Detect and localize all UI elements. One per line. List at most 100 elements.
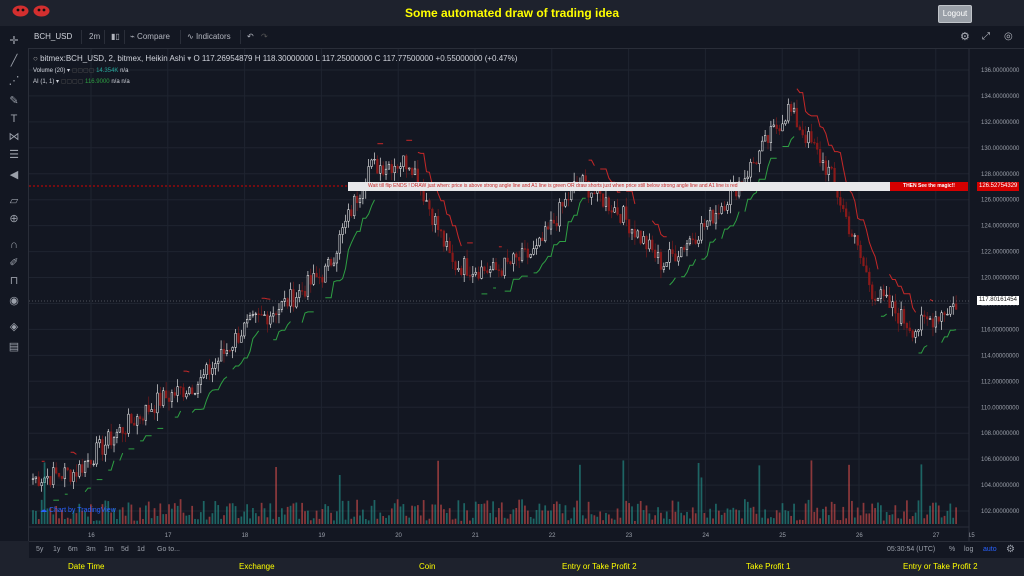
legend-symbol[interactable]: bitmex:BCH_USD, 2, bitmex, Heikin Ashi [40, 54, 185, 63]
interval-selector[interactable]: 2m [89, 32, 101, 41]
crosshair-icon[interactable]: ✛ [9, 35, 19, 47]
candle-body [280, 301, 283, 310]
volume-bar [385, 517, 387, 524]
candle-body [107, 431, 110, 446]
percent-toggle[interactable]: % [949, 546, 956, 553]
volume-bar [448, 508, 451, 524]
candle-body [654, 249, 657, 259]
candle-body [882, 289, 885, 297]
log-toggle[interactable]: log [964, 546, 974, 553]
volume-bar [911, 516, 914, 524]
utc-clock[interactable]: 05:30:54 (UTC) [887, 546, 936, 553]
volume-bar [741, 518, 743, 524]
candle-body [451, 252, 454, 262]
range-5d[interactable]: 5d [121, 546, 129, 553]
candle-body [248, 314, 252, 320]
redo-icon[interactable]: ↷ [261, 32, 268, 41]
candle-body [593, 192, 596, 195]
fullscreen-icon[interactable]: ⤢ [982, 31, 990, 42]
range-1m[interactable]: 1m [104, 546, 114, 553]
range-1y[interactable]: 1y [53, 546, 61, 553]
compare-button[interactable]: ⌁ Compare [130, 26, 170, 48]
main-series-legend: ○ bitmex:BCH_USD, 2, bitmex, Heikin Ashi… [33, 54, 517, 63]
candle-body [95, 442, 98, 465]
footer-coin: Coin [419, 562, 436, 571]
chart-type-icon[interactable]: ▮▯ [111, 32, 120, 41]
range-1d[interactable]: 1d [137, 546, 145, 553]
range-6m[interactable]: 6m [68, 546, 78, 553]
candle-body [471, 273, 474, 277]
range-5y[interactable]: 5y [36, 546, 44, 553]
legend-buttons-icon[interactable]: ▢▢▢▢ [60, 79, 86, 85]
volume-bar [625, 500, 628, 524]
candle-body [173, 392, 176, 396]
fib-icon[interactable]: ⋰ [8, 75, 20, 87]
eye-icon[interactable]: ◉ [9, 295, 19, 307]
magnet-icon[interactable]: ∩ [10, 239, 18, 251]
volume-bar [289, 505, 292, 524]
volume-bar [853, 517, 856, 524]
volume-bar [269, 503, 272, 524]
volume-bar [605, 512, 607, 524]
price-chart[interactable]: 136.00000000 134.00000000 132.00000000 130.… [29, 49, 1024, 541]
candle-body [520, 248, 524, 261]
volume-bar [298, 518, 301, 524]
volume-bar [639, 500, 642, 524]
candle-body [358, 198, 362, 204]
zoom-in-icon[interactable]: ⊕ [9, 213, 19, 225]
auto-toggle[interactable]: auto [983, 546, 997, 553]
camera-icon[interactable]: ◎ [1004, 31, 1013, 42]
volume-bar [761, 517, 764, 524]
volume-bar [547, 510, 549, 524]
volume-bar [926, 514, 929, 524]
volume-bar [726, 508, 729, 524]
volume-bar [107, 501, 110, 524]
range-3m[interactable]: 3m [86, 546, 96, 553]
candle-body [656, 252, 660, 259]
volume-bar [590, 514, 593, 524]
back-arrow-icon[interactable]: ◀ [9, 169, 19, 181]
candle-body [219, 348, 223, 362]
ai-legend-label[interactable]: AI (1, 1) [33, 79, 55, 85]
time-axis-label: 25 [779, 533, 786, 539]
volume-legend-label[interactable]: Volume (20) [33, 68, 66, 74]
volume-bar [263, 508, 266, 524]
ruler-icon[interactable]: ▱ [9, 195, 19, 207]
candle-body [463, 258, 466, 275]
legend-dropdown-icon[interactable]: ▾ [185, 54, 194, 63]
lock-icon[interactable]: ⊓ [9, 275, 19, 287]
pattern-icon[interactable]: ⋈ [8, 131, 20, 143]
volume-bar [770, 517, 772, 524]
lock-drawing-icon[interactable]: ✐ [9, 257, 19, 269]
symbol-search[interactable]: BCH_USD [34, 32, 73, 41]
settings-gear-icon[interactable]: ⚙ [1006, 544, 1015, 555]
idea-banner[interactable]: Wait till flip ENDS ! DRAW just when: pr… [348, 182, 890, 191]
brush-icon[interactable]: ✎ [9, 95, 19, 107]
candle-body [879, 289, 882, 299]
candle-body [34, 476, 38, 480]
text-icon[interactable]: T [10, 113, 18, 125]
legend-buttons-icon[interactable]: ▢▢▢▢ [71, 68, 97, 74]
candle-body [665, 261, 668, 267]
prediction-icon[interactable]: ☰ [9, 149, 19, 161]
volume-bar [917, 500, 920, 524]
goto-button[interactable]: Go to... [157, 546, 180, 553]
indicators-button[interactable]: ∿ Indicators [187, 26, 231, 48]
magic-label[interactable]: THEN See the magic!! [890, 182, 968, 191]
trash-icon[interactable]: ▤ [8, 341, 20, 353]
candle-body [544, 226, 547, 242]
candle-body [237, 333, 240, 343]
candle-body [764, 135, 767, 142]
candle-body [723, 206, 726, 211]
logout-button[interactable]: Logout [938, 5, 972, 23]
trend-line-icon[interactable]: ╱ [10, 55, 18, 67]
candle-body [413, 168, 417, 175]
tradingview-watermark[interactable]: ☁ Chart by TradingView [40, 506, 116, 514]
volume-bar [338, 474, 341, 524]
candle-body [500, 270, 503, 276]
volume-bar [613, 519, 616, 524]
settings-gear-icon[interactable]: ⚙ [960, 31, 970, 43]
layers-icon[interactable]: ◈ [9, 321, 19, 333]
chart-area[interactable]: 136.00000000 134.00000000 132.00000000 130.… [29, 49, 1024, 541]
undo-icon[interactable]: ↶ [247, 32, 254, 41]
